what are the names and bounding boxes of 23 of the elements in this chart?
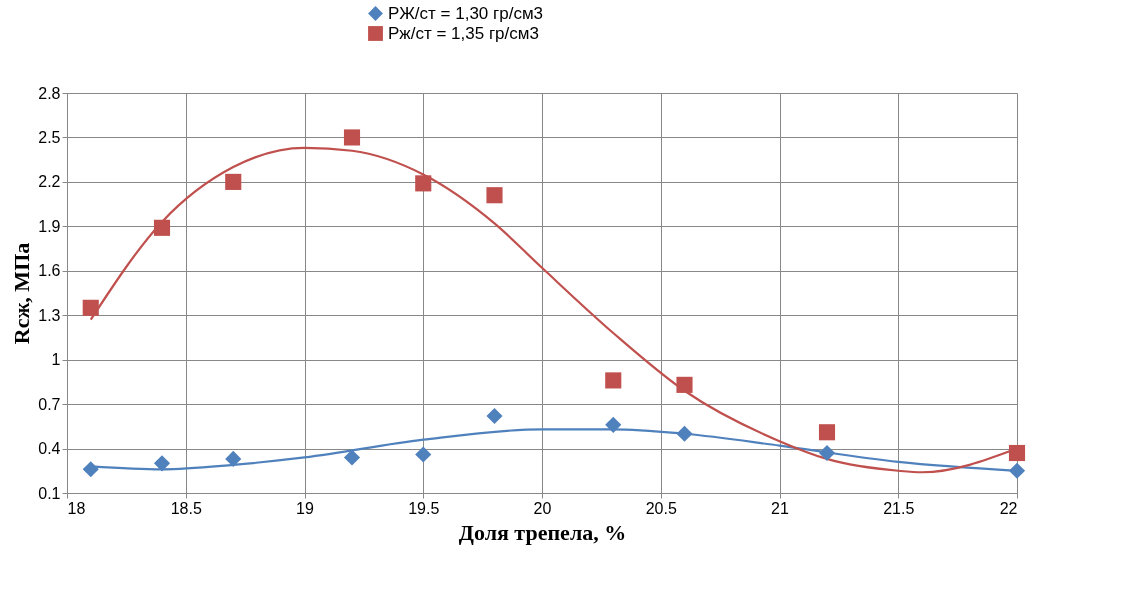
y-tick-label: 1.3	[38, 306, 61, 324]
y-tick-label: 1.6	[38, 262, 61, 280]
x-axis-title: Доля трепела, %	[458, 519, 627, 545]
legend-label: Рж/ст = 1,35 гр/см3	[388, 23, 539, 43]
legend-label: РЖ/ст = 1,30 гр/см3	[388, 3, 544, 23]
y-tick-label: 2.8	[38, 84, 61, 102]
x-tick-label: 22	[999, 499, 1018, 517]
y-tick-label: 2.2	[38, 173, 61, 191]
x-tick-label: 20	[533, 499, 552, 517]
x-tick-label: 18	[67, 499, 86, 517]
x-tick-label: 21.5	[883, 499, 915, 517]
x-tick-label: 21	[771, 499, 789, 517]
y-tick-label: 1.9	[38, 217, 61, 235]
x-tick-label: 19	[296, 499, 314, 517]
y-tick-label: 0.7	[38, 395, 61, 413]
x-tick-label: 18.5	[170, 499, 202, 517]
y-tick-label: 0.1	[38, 484, 61, 502]
y-tick-label: 0.4	[38, 440, 61, 458]
x-tick-label: 19.5	[408, 499, 440, 517]
y-axis-title: Rсж, МПа	[9, 242, 35, 345]
y-tick-label: 2.5	[38, 128, 61, 146]
x-tick-label: 20.5	[645, 499, 677, 517]
y-tick-label: 1	[51, 351, 61, 369]
